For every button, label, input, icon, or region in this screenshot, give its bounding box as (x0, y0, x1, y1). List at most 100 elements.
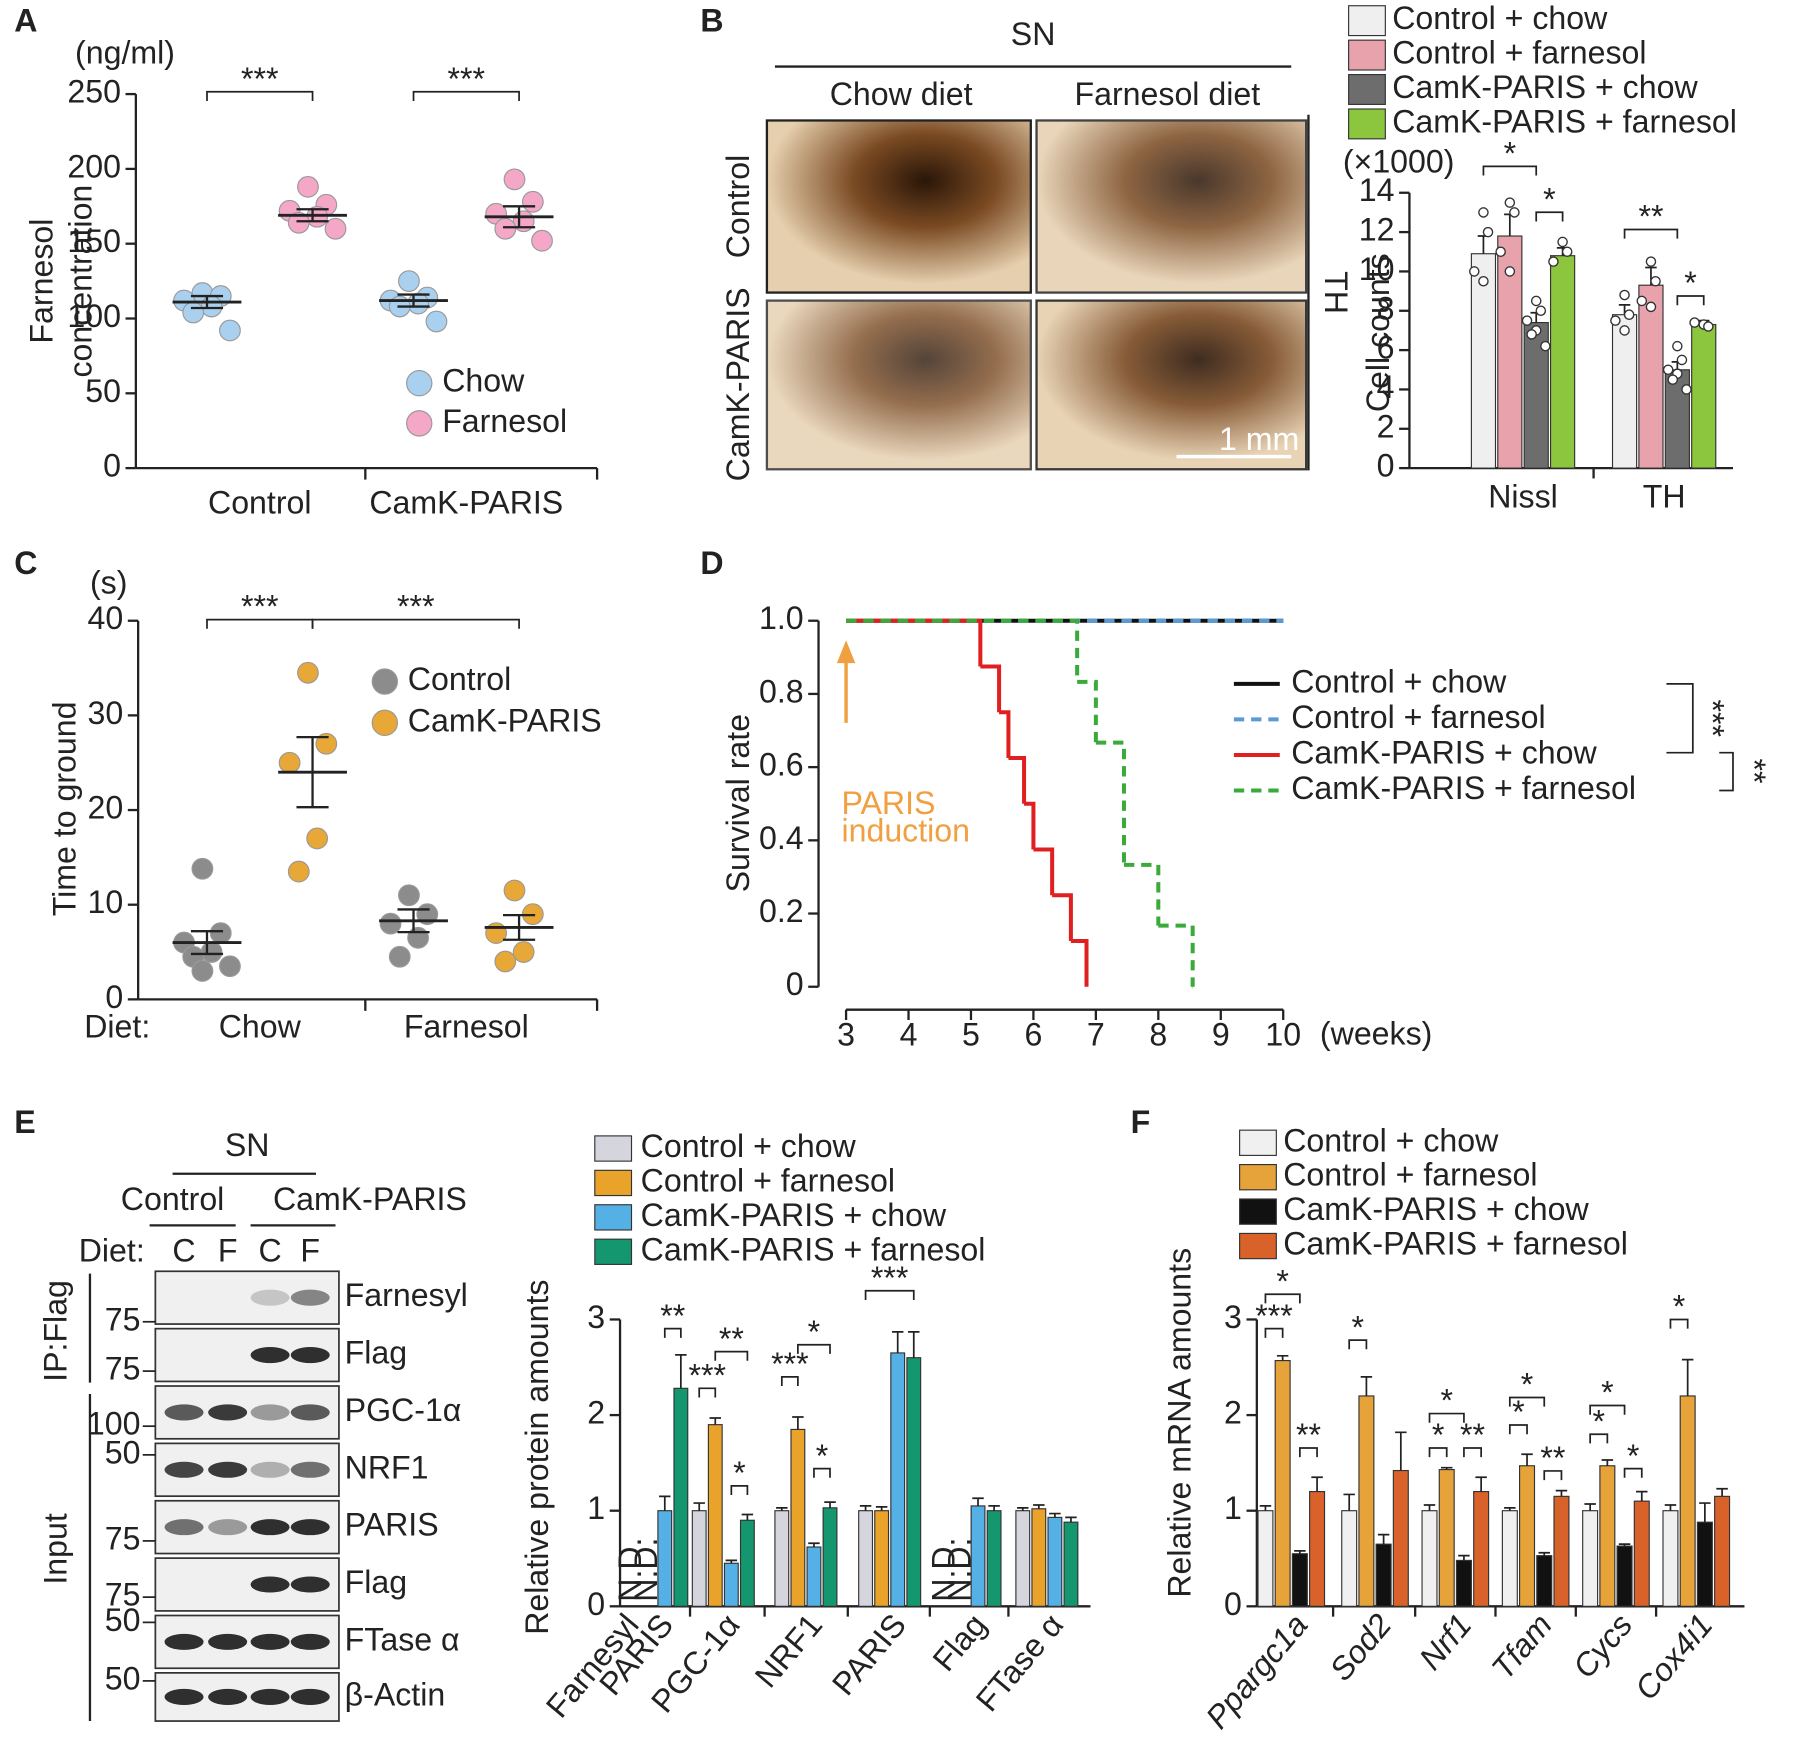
error-bar (776, 1506, 788, 1511)
data-point (287, 860, 310, 883)
y-tick-label: 200 (67, 148, 121, 184)
bar (1633, 1500, 1650, 1607)
legend-swatch (594, 1204, 633, 1231)
y-tick-label: 8 (1377, 290, 1395, 326)
micrograph (765, 119, 1032, 294)
annotation: induction (841, 812, 970, 848)
significance-bracket (1508, 1396, 1546, 1407)
error-bar (824, 1501, 836, 1508)
x-tick-label: Ppargc1a (1199, 1607, 1315, 1735)
y-tick-label: 1 (587, 1490, 605, 1526)
x-tick-label: Nrf1 (1412, 1607, 1479, 1677)
survival-step (999, 710, 1011, 758)
data-point (1645, 256, 1657, 267)
x-tick-label: Cycs (1566, 1607, 1639, 1685)
bar (657, 1510, 673, 1607)
survival-step (1095, 740, 1126, 865)
x-tick-label: Farnesol (404, 1009, 529, 1045)
y-axis-label: Relative protein amounts (519, 1280, 555, 1635)
error-bar (1475, 1476, 1487, 1492)
data-point (494, 950, 517, 973)
legend-label: Control + chow (1291, 663, 1507, 699)
error-bar (1716, 1487, 1728, 1497)
significance-bracket (1482, 165, 1538, 176)
bar (1536, 1555, 1553, 1607)
legend-swatch (1348, 108, 1386, 140)
mw-marker: 50 (105, 1602, 141, 1638)
row-label: CamK-PARIS (720, 287, 756, 481)
panel-label: E (14, 1104, 35, 1140)
data-point (398, 270, 420, 293)
significance-bracket (813, 1467, 831, 1478)
y-tick-label: 1 (1224, 1490, 1242, 1526)
error-bar (1664, 1504, 1677, 1511)
y-tick-label: 10 (88, 884, 124, 920)
y-tick-label: 20 (88, 790, 124, 826)
x-tick-label: CamK-PARIS (369, 484, 563, 520)
error-bar (1538, 1551, 1550, 1556)
survival-step (1052, 893, 1073, 941)
significance-bracket (1508, 1424, 1528, 1435)
blot-band (290, 1289, 330, 1306)
legend-label: CamK-PARIS + farnesol (1392, 103, 1737, 139)
error-bar (190, 294, 224, 310)
bar (790, 1428, 806, 1607)
significance-label: * (1440, 1383, 1453, 1419)
significance-label: * (1592, 1403, 1605, 1439)
significance-bracket (1669, 1318, 1689, 1329)
mw-marker: 75 (105, 1301, 141, 1337)
blot-band (250, 1633, 290, 1650)
survival-step (1024, 801, 1036, 850)
y-tick-label: 0 (587, 1586, 605, 1622)
error-bar (1477, 235, 1490, 254)
x-tick-label: Sod2 (1323, 1607, 1399, 1688)
micrograph-title: SN (1011, 16, 1056, 52)
blot-band (208, 1688, 248, 1705)
bar (1047, 1516, 1063, 1607)
significance-bracket (1666, 682, 1694, 754)
lane-label: C (172, 1232, 195, 1268)
bar (1553, 1495, 1570, 1607)
data-point (1681, 384, 1692, 395)
bar (1679, 1395, 1696, 1607)
legend-swatch (594, 1169, 633, 1197)
y-tick-label: 2 (587, 1395, 605, 1431)
blot-band (290, 1688, 330, 1705)
data-point (407, 292, 430, 315)
x-tick-label: 6 (1024, 1017, 1042, 1053)
bar (1421, 1510, 1438, 1607)
significance-bracket (1264, 1293, 1301, 1304)
x-tick-label: Cox4i1 (1628, 1607, 1720, 1707)
panel-label: D (700, 545, 723, 581)
significance-label: * (1521, 1367, 1534, 1403)
y-tick-label: 0 (105, 979, 123, 1015)
mw-marker: 75 (105, 1577, 141, 1613)
data-point (1623, 309, 1635, 320)
bar (986, 1510, 1002, 1607)
data-point (1676, 354, 1688, 366)
bar (906, 1357, 922, 1607)
y-tick-label: 0 (786, 966, 804, 1002)
error-bar (1458, 1554, 1470, 1561)
panel-label: C (14, 545, 37, 581)
data-point (1636, 295, 1648, 307)
significance-label: * (1276, 1263, 1289, 1299)
bar (1519, 1465, 1536, 1607)
bar (1274, 1360, 1291, 1607)
bar (1616, 1545, 1633, 1607)
blot-band (164, 1519, 204, 1536)
legend-marker (406, 410, 433, 437)
bar (1309, 1491, 1326, 1607)
x-tick-label: 5 (962, 1017, 980, 1053)
x-tick-label: Chow (219, 1009, 302, 1045)
band-label: Flag (345, 1335, 407, 1371)
data-point (1557, 236, 1568, 248)
error-bar (1681, 1358, 1694, 1396)
survival-step (846, 618, 983, 667)
significance-label: * (733, 1455, 745, 1491)
x-tick-label: Tfam (1484, 1607, 1559, 1686)
significance-bracket (1535, 211, 1564, 222)
error-bar (397, 293, 430, 308)
blot-band (164, 1688, 204, 1705)
